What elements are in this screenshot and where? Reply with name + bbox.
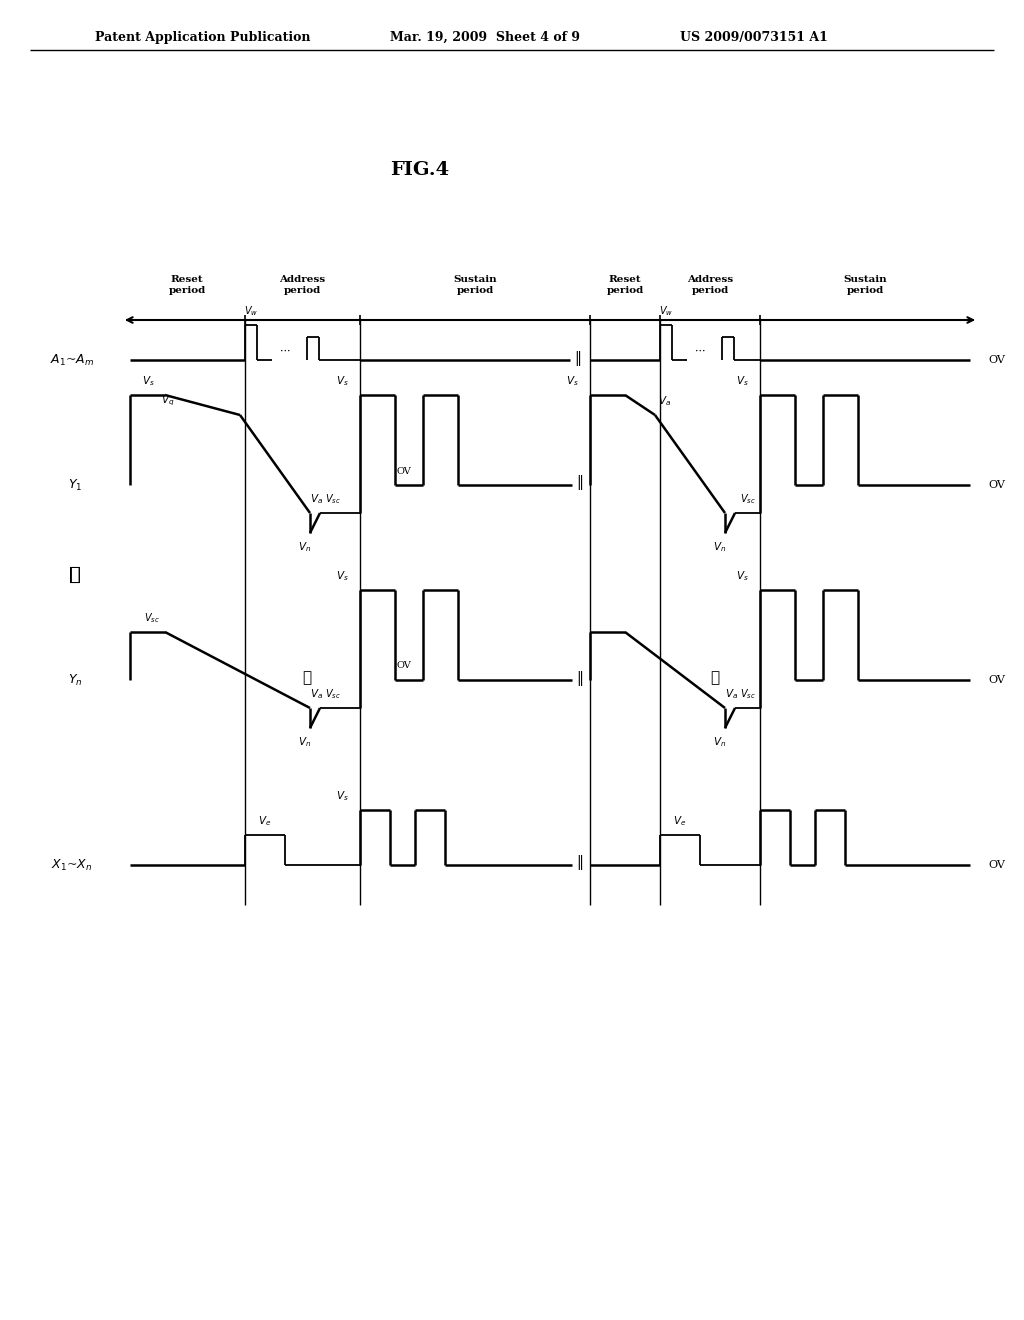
Text: ···: ···	[694, 347, 706, 356]
Text: Sustain
period: Sustain period	[843, 276, 887, 294]
Text: Address
period: Address period	[279, 276, 325, 294]
Text: $V_a$: $V_a$	[658, 395, 672, 408]
Text: OV: OV	[988, 861, 1005, 870]
Text: $V_e$: $V_e$	[258, 814, 271, 828]
Text: ‖: ‖	[577, 855, 584, 870]
Text: $V_w$: $V_w$	[658, 304, 673, 318]
Text: OV: OV	[396, 466, 412, 475]
Text: $V_e$: $V_e$	[674, 814, 687, 828]
Text: $V_a$: $V_a$	[310, 688, 324, 701]
Text: Mar. 19, 2009  Sheet 4 of 9: Mar. 19, 2009 Sheet 4 of 9	[390, 30, 580, 44]
Text: ‖: ‖	[577, 475, 584, 491]
Text: $A_1$~$A_m$: $A_1$~$A_m$	[50, 352, 94, 367]
Text: $V_{sc}$: $V_{sc}$	[740, 688, 756, 701]
Text: $V_{sc}$: $V_{sc}$	[740, 492, 756, 506]
Text: $V_n$: $V_n$	[714, 735, 727, 748]
Text: $V_n$: $V_n$	[298, 735, 311, 748]
Text: OV: OV	[988, 355, 1005, 366]
Text: $V_s$: $V_s$	[735, 374, 749, 388]
Text: $V_a$: $V_a$	[310, 492, 324, 506]
Text: ‖: ‖	[577, 671, 584, 685]
Text: $V_n$: $V_n$	[714, 540, 727, 554]
Text: $X_1$~$X_n$: $X_1$~$X_n$	[51, 858, 92, 873]
Text: $V_s$: $V_s$	[336, 569, 348, 583]
Text: ⋮: ⋮	[70, 566, 81, 583]
Text: OV: OV	[988, 480, 1005, 490]
Text: OV: OV	[396, 661, 412, 671]
Text: Address
period: Address period	[687, 276, 733, 294]
Text: FIG.4: FIG.4	[390, 161, 450, 180]
Text: $V_w$: $V_w$	[244, 304, 258, 318]
Text: $V_n$: $V_n$	[298, 540, 311, 554]
Text: $V_q$: $V_q$	[162, 393, 175, 408]
Text: $Y_1$: $Y_1$	[68, 478, 82, 492]
Text: $V_{sc}$: $V_{sc}$	[325, 688, 341, 701]
Text: Sustain
period: Sustain period	[454, 276, 497, 294]
Text: ⋮: ⋮	[70, 566, 80, 583]
Text: $V_s$: $V_s$	[735, 569, 749, 583]
Text: OV: OV	[988, 675, 1005, 685]
Text: $Y_n$: $Y_n$	[68, 672, 82, 688]
Text: $V_s$: $V_s$	[565, 374, 579, 388]
Text: Reset
period: Reset period	[606, 276, 644, 294]
Text: US 2009/0073151 A1: US 2009/0073151 A1	[680, 30, 827, 44]
Text: $V_s$: $V_s$	[141, 374, 155, 388]
Text: $V_a$: $V_a$	[725, 688, 738, 701]
Text: $V_s$: $V_s$	[336, 789, 348, 803]
Text: Patent Application Publication: Patent Application Publication	[95, 30, 310, 44]
Text: ⋮: ⋮	[711, 671, 720, 685]
Text: ⋮: ⋮	[302, 671, 311, 685]
Text: ···: ···	[280, 347, 290, 356]
Text: Reset
period: Reset period	[168, 276, 206, 294]
Text: ‖: ‖	[574, 351, 582, 366]
Text: $V_{sc}$: $V_{sc}$	[144, 611, 160, 624]
Text: $V_s$: $V_s$	[336, 374, 348, 388]
Text: $V_{sc}$: $V_{sc}$	[325, 492, 341, 506]
